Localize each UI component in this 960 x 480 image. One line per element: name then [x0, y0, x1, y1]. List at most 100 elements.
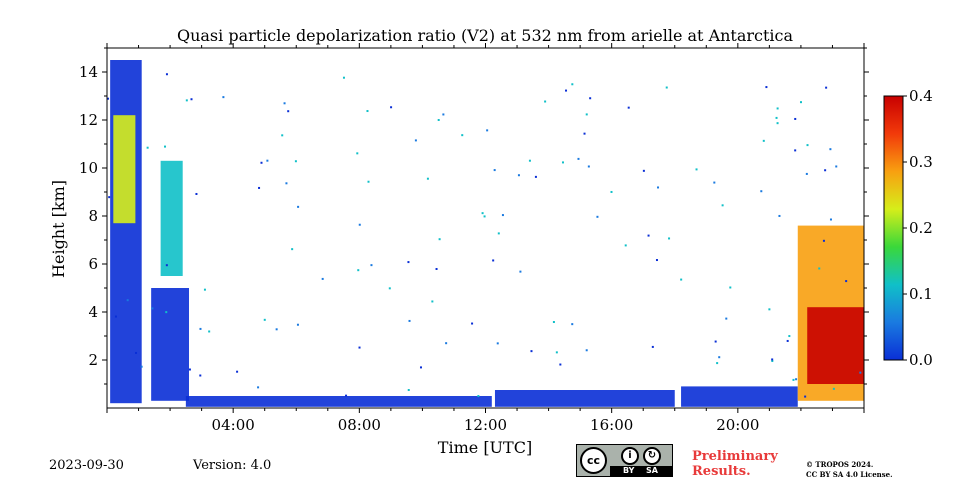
colorbar-tick-label: 0.0 [909, 351, 933, 369]
noise-speck [647, 234, 650, 237]
colorbar-tick-label: 0.2 [909, 219, 933, 237]
noise-speck [236, 370, 239, 373]
noise-speck [190, 98, 193, 101]
noise-speck [776, 107, 779, 110]
noise-speck [358, 223, 361, 226]
noise-speck [587, 165, 590, 168]
noise-speck [596, 215, 599, 218]
noise-speck [445, 342, 448, 345]
noise-speck [437, 118, 440, 121]
noise-speck [668, 237, 671, 240]
noise-speck [794, 149, 797, 152]
noise-speck [203, 288, 206, 291]
noise-speck [805, 172, 808, 175]
noise-speck [435, 267, 438, 270]
noise-speck [799, 101, 802, 104]
heatmap-region-late-high-depol-core [807, 307, 864, 384]
noise-speck [765, 86, 768, 89]
badge-sa-text: SA [646, 466, 658, 475]
noise-speck [517, 174, 520, 177]
noise-speck [367, 180, 370, 183]
copyright-line-1: © TROPOS 2024. [806, 460, 874, 469]
noise-speck [665, 86, 668, 89]
noise-speck [257, 386, 260, 389]
date-label: 2023-09-30 [49, 458, 124, 473]
preliminary-line-2: Results. [692, 464, 751, 479]
heatmap-region-early-cloud-column [110, 60, 142, 404]
noise-speck [760, 190, 763, 193]
noise-speck [795, 378, 798, 381]
cc-license-badge: cc i ↻ BY SA [576, 444, 673, 477]
noise-speck [208, 330, 211, 333]
noise-speck [408, 319, 411, 322]
attribution-icon: i [621, 447, 639, 465]
noise-speck [486, 129, 489, 132]
noise-speck [655, 259, 658, 262]
cc-icon: cc [580, 447, 607, 474]
preliminary-line-1: Preliminary [692, 449, 778, 464]
noise-speck [390, 106, 393, 109]
noise-speck [624, 244, 627, 247]
noise-speck [818, 267, 821, 270]
noise-speck [442, 113, 445, 116]
noise-speck [461, 134, 464, 137]
badge-strip [610, 466, 672, 476]
noise-speck [185, 99, 188, 102]
noise-speck [729, 286, 732, 289]
y-tick-label: 6 [88, 255, 98, 273]
y-tick-label: 8 [88, 207, 98, 225]
noise-speck [642, 169, 645, 172]
noise-speck [835, 165, 838, 168]
x-axis-label: Time [UTC] [438, 438, 532, 457]
noise-speck [107, 97, 110, 100]
heatmap-region-boundary-layer-midday [494, 390, 675, 407]
y-tick-label: 12 [79, 111, 98, 129]
noise-speck [585, 349, 588, 352]
heatmap-layer [107, 60, 864, 407]
noise-speck [713, 181, 716, 184]
noise-speck [859, 371, 862, 374]
noise-speck [501, 214, 504, 217]
noise-speck [438, 238, 441, 241]
noise-speck [481, 212, 484, 215]
y-tick-label: 4 [88, 303, 98, 321]
noise-speck [342, 76, 345, 79]
noise-speck [786, 339, 789, 342]
noise-speck [358, 346, 361, 349]
noise-speck [559, 363, 562, 366]
noise-speck [561, 161, 564, 164]
noise-speck [357, 269, 360, 272]
noise-speck [651, 345, 654, 348]
heatmap-region-second-plume [151, 288, 190, 401]
heatmap-region-early-cloud-top [113, 115, 136, 224]
x-axis: 04:00 08:00 12:00 16:00 20:00 [106, 43, 865, 434]
noise-speck [263, 318, 266, 321]
noise-speck [477, 395, 480, 398]
noise-speck [775, 116, 778, 119]
noise-speck [165, 264, 168, 267]
noise-speck [135, 351, 138, 354]
noise-speck [794, 117, 797, 120]
heatmap-region-second-plume-top [160, 160, 183, 276]
copyright-notice: © TROPOS 2024. CC BY SA 4.0 License. [806, 460, 936, 480]
plot-area [107, 48, 864, 408]
noise-speck [771, 360, 774, 363]
noise-speck [281, 134, 284, 137]
noise-speck [577, 157, 580, 160]
noise-speck [345, 394, 348, 397]
noise-speck [275, 328, 278, 331]
noise-speck [388, 287, 391, 290]
noise-speck [258, 186, 261, 189]
y-tick-label: 2 [88, 351, 98, 369]
noise-speck [788, 335, 791, 338]
noise-speck [471, 322, 474, 325]
noise-speck [199, 327, 202, 330]
noise-speck [366, 110, 369, 113]
noise-speck [776, 122, 779, 125]
colorbar-axis: 0.0 0.1 0.2 0.3 0.4 [903, 87, 933, 369]
noise-speck [291, 248, 294, 251]
noise-speck [832, 387, 835, 390]
noise-speck [496, 342, 499, 345]
badge-by-text: BY [623, 466, 635, 475]
